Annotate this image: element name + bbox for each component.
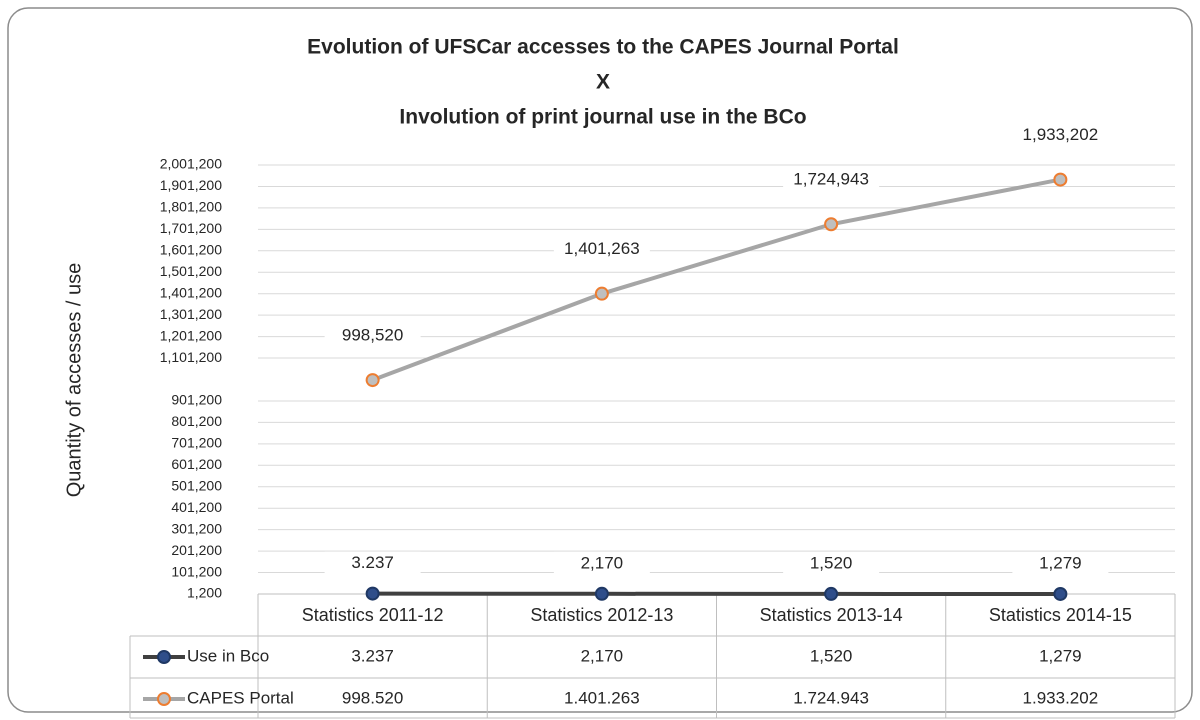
y-tick-label: 1,501,200 <box>160 263 222 279</box>
legend-marker <box>157 692 171 706</box>
chart-title: Evolution of UFSCar accesses to the CAPE… <box>307 36 899 59</box>
marker <box>365 586 380 601</box>
y-tick-label: 801,200 <box>171 413 222 429</box>
y-tick-label: 1,101,200 <box>160 349 222 365</box>
data-label: 998,520 <box>342 326 403 345</box>
data-label-bg <box>1012 551 1109 576</box>
y-tick-label: 501,200 <box>171 477 222 493</box>
table-value: 3.237 <box>351 646 394 665</box>
data-label: 3.237 <box>351 553 394 572</box>
y-tick-label: 1,301,200 <box>160 306 222 322</box>
table-value: 2,170 <box>581 646 624 665</box>
marker <box>1053 586 1068 601</box>
legend-label: Use in Bco <box>187 646 269 665</box>
marker <box>824 586 839 601</box>
x-tick-label: Statistics 2012-13 <box>530 605 673 625</box>
legend-label: CAPES Portal <box>187 688 294 707</box>
data-label-bg <box>783 551 880 576</box>
x-tick-label: Statistics 2013-14 <box>760 605 903 625</box>
marker <box>1053 172 1068 187</box>
chart-border <box>7 7 1193 713</box>
y-tick-label: 1,601,200 <box>160 242 222 258</box>
y-tick-label: 2,001,200 <box>160 156 222 172</box>
y-tick-label: 301,200 <box>171 520 222 536</box>
y-tick-label: 401,200 <box>171 499 222 515</box>
data-label-bg <box>1012 123 1109 148</box>
y-tick-label: 101,200 <box>171 563 222 579</box>
marker <box>365 373 380 388</box>
data-label: 1,933,202 <box>1023 125 1099 144</box>
y-tick-label: 601,200 <box>171 456 222 472</box>
data-label-bg <box>783 168 880 193</box>
y-axis-label: Quantity of accesses / use <box>63 263 85 498</box>
y-tick-label: 1,901,200 <box>160 177 222 193</box>
marker <box>594 286 609 301</box>
y-tick-label: 201,200 <box>171 542 222 558</box>
y-tick-label: 901,200 <box>171 392 222 408</box>
y-tick-label: 1,401,200 <box>160 284 222 300</box>
data-label-bg <box>553 551 650 576</box>
data-label: 1,520 <box>810 553 853 572</box>
table-value: 1,520 <box>810 646 853 665</box>
y-tick-label: 1,200 <box>187 585 222 601</box>
chart-title: X <box>596 71 610 94</box>
y-tick-label: 1,801,200 <box>160 199 222 215</box>
y-tick-label: 1,701,200 <box>160 220 222 236</box>
table-value: 1,279 <box>1039 646 1082 665</box>
data-label-bg <box>324 324 421 349</box>
x-tick-label: Statistics 2011-12 <box>302 605 444 625</box>
data-label: 1,279 <box>1039 553 1082 572</box>
table-value: 1.933.202 <box>1023 688 1099 707</box>
chart-title: Involution of print journal use in the B… <box>399 106 806 129</box>
data-label: 1,724,943 <box>793 170 869 189</box>
data-label: 1,401,263 <box>564 239 640 258</box>
x-tick-label: Statistics 2014-15 <box>989 605 1132 625</box>
y-tick-label: 1,201,200 <box>160 327 222 343</box>
table-value: 998.520 <box>342 688 403 707</box>
series-line <box>371 177 1061 382</box>
data-label: 2,170 <box>581 553 624 572</box>
table-value: 1.401.263 <box>564 688 640 707</box>
table-value: 1.724.943 <box>793 688 869 707</box>
marker <box>594 586 609 601</box>
legend-marker <box>157 650 171 664</box>
y-tick-label: 701,200 <box>171 435 222 451</box>
marker <box>824 217 839 232</box>
data-label-bg <box>553 237 650 262</box>
data-label-bg <box>324 551 421 576</box>
